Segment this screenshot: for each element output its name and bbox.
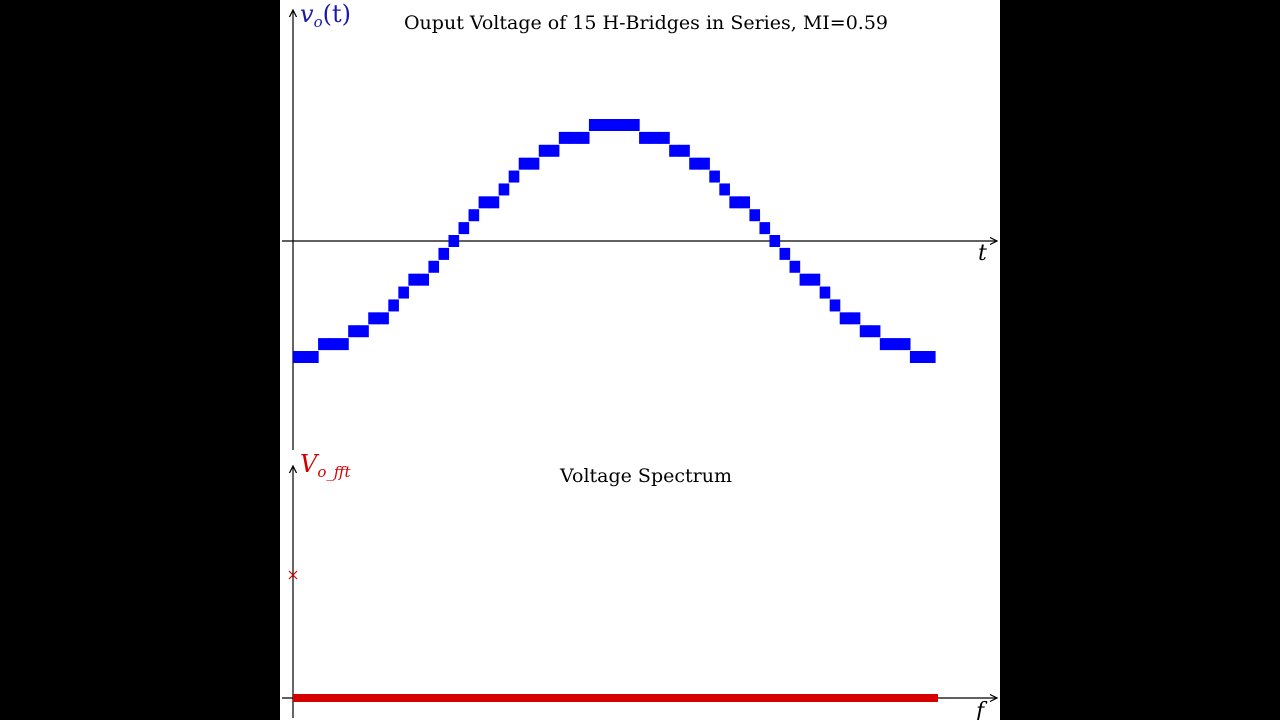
waveform-step <box>608 119 620 131</box>
waveform-step <box>598 119 610 131</box>
waveform-step <box>899 338 911 351</box>
waveform-step <box>759 222 771 235</box>
waveform-step <box>518 157 530 170</box>
figure-panel: Ouput Voltage of 15 H-Bridges in Series,… <box>280 0 1000 720</box>
waveform-step <box>619 119 630 131</box>
waveform-step <box>689 157 700 170</box>
waveform-step <box>408 273 419 286</box>
waveform-step <box>378 312 389 325</box>
waveform-step <box>498 183 510 196</box>
waveform-step <box>478 196 490 209</box>
top-x-axis-label: t <box>978 241 987 266</box>
waveform-step <box>839 312 851 325</box>
waveform-step <box>819 286 831 299</box>
top-chart-title: Ouput Voltage of 15 H-Bridges in Series,… <box>404 12 888 34</box>
waveform-step <box>849 312 861 325</box>
waveform-step <box>649 131 660 144</box>
waveform-step <box>679 144 690 157</box>
waveform-step <box>709 170 720 183</box>
waveform-step <box>308 351 319 363</box>
waveform-step <box>639 131 650 144</box>
waveform-step <box>699 157 710 170</box>
waveform-step <box>328 338 339 351</box>
waveform-step <box>829 299 841 312</box>
waveform-step <box>578 131 590 144</box>
figure-svg: Ouput Voltage of 15 H-Bridges in Series,… <box>282 0 1000 720</box>
waveform-step <box>448 235 460 247</box>
spectrum-series <box>288 570 938 702</box>
waveform-step <box>889 338 901 351</box>
waveform-step <box>558 131 570 144</box>
waveform-step <box>749 209 761 222</box>
top-y-axis-label: vo(t) <box>300 0 351 31</box>
waveform-step <box>428 260 440 273</box>
waveform-step <box>779 247 791 260</box>
waveform-step <box>388 299 399 312</box>
waveform-step <box>568 131 580 144</box>
waveform-step <box>338 338 349 351</box>
waveform-step <box>629 119 640 131</box>
waveform-step <box>488 196 500 209</box>
waveform-step <box>909 351 921 363</box>
waveform-step <box>298 351 309 363</box>
waveform-step <box>368 312 379 325</box>
waveform-step <box>929 351 936 363</box>
waveform-step <box>919 351 931 363</box>
fundamental-marker <box>288 570 298 580</box>
waveform-step <box>879 338 891 351</box>
waveform-series <box>293 119 936 363</box>
waveform-step <box>859 325 871 338</box>
waveform-step <box>739 196 751 209</box>
waveform-step <box>438 247 450 260</box>
waveform-step <box>869 325 881 338</box>
harmonic-markers-band <box>293 694 938 702</box>
waveform-step <box>719 183 730 196</box>
waveform-step <box>398 286 409 299</box>
waveform-step <box>358 325 369 338</box>
waveform-step <box>789 260 801 273</box>
waveform-step <box>769 235 781 247</box>
waveform-step <box>293 351 299 363</box>
waveform-step <box>669 144 680 157</box>
bottom-x-axis-label: f <box>974 699 988 720</box>
waveform-step <box>799 273 811 286</box>
waveform-step <box>729 196 740 209</box>
waveform-step <box>418 273 430 286</box>
bottom-y-axis-label: Vo_fft <box>300 450 352 481</box>
waveform-step <box>468 209 480 222</box>
waveform-step <box>318 338 329 351</box>
waveform-step <box>528 157 540 170</box>
waveform-step <box>659 131 670 144</box>
waveform-step <box>508 170 520 183</box>
bottom-chart-title: Voltage Spectrum <box>559 465 732 487</box>
waveform-step <box>809 273 821 286</box>
waveform-step <box>538 144 550 157</box>
waveform-step <box>458 222 470 235</box>
waveform-step <box>588 119 600 131</box>
waveform-step <box>548 144 560 157</box>
waveform-step <box>348 325 359 338</box>
